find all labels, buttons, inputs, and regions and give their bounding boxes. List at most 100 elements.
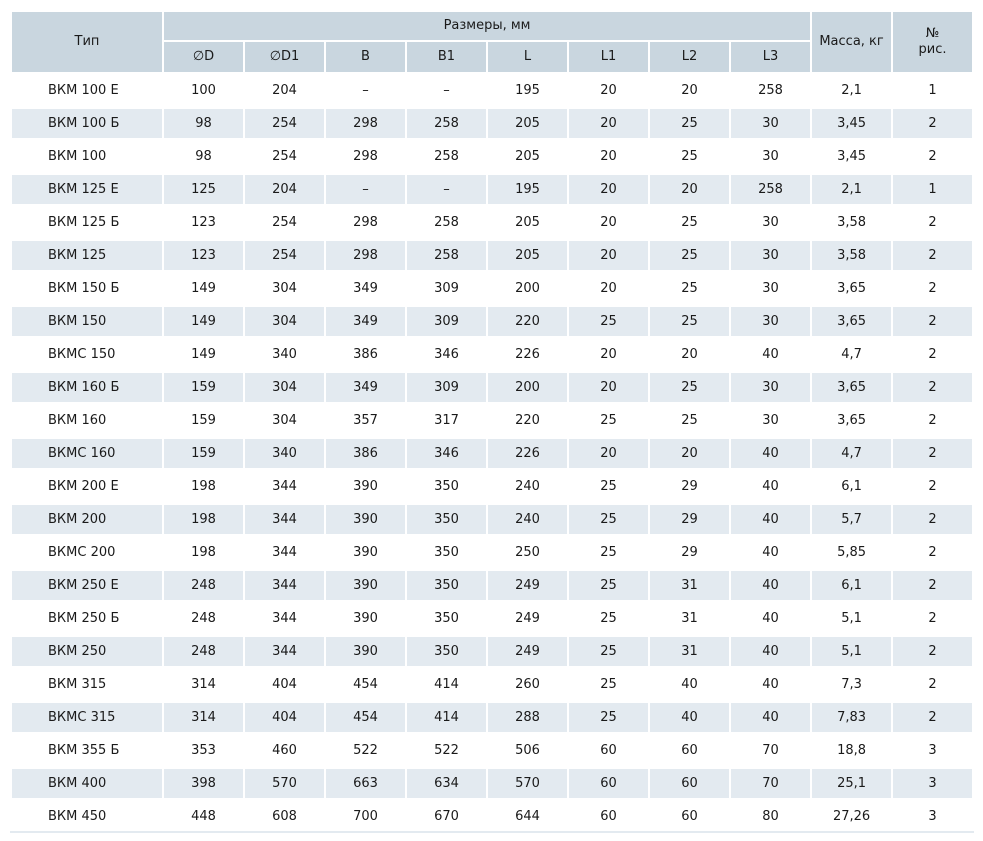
cell-l2: 40: [648, 666, 731, 701]
cell-b: –: [324, 171, 407, 206]
cell-d: 248: [162, 567, 245, 602]
cell-l3: 40: [728, 534, 813, 569]
cell-d: 98: [162, 138, 245, 173]
cell-l1: 20: [567, 138, 650, 173]
cell-l3: 40: [728, 501, 813, 536]
cell-d: 198: [162, 501, 245, 536]
cell-l: 240: [486, 501, 569, 536]
cell-b1: 522: [405, 732, 488, 767]
cell-b: 390: [324, 468, 407, 503]
cell-l: 240: [486, 468, 569, 503]
cell-type: ВКМ 450: [10, 798, 164, 833]
table-row: ВКМС 200 198 344 390 350 250 25 29 40 5,85 2: [10, 534, 975, 569]
cell-l2: 29: [648, 468, 731, 503]
cell-l3: 80: [728, 798, 813, 833]
header-type: Тип: [10, 10, 164, 75]
table-row: ВКМ 200 Е 198 344 390 350 240 25 29 40 6,1 2: [10, 468, 975, 503]
cell-l3: 40: [728, 600, 813, 635]
cell-l1: 20: [567, 237, 650, 272]
cell-b1: 350: [405, 567, 488, 602]
cell-d1: 304: [243, 303, 326, 338]
cell-l3: 70: [728, 765, 813, 800]
cell-d: 149: [162, 303, 245, 338]
cell-l1: 60: [567, 798, 650, 833]
table-row: ВКМ 450 448 608 700 670 644 60 60 80 27,26 3: [10, 798, 975, 833]
table-row: ВКМ 250 Е 248 344 390 350 249 25 31 40 6,1 2: [10, 567, 975, 602]
cell-d: 159: [162, 435, 245, 470]
cell-b: 700: [324, 798, 407, 833]
cell-mass: 6,1: [810, 468, 894, 503]
cell-l2: 20: [648, 435, 731, 470]
cell-mass: 3,45: [810, 138, 894, 173]
cell-figure: 2: [891, 666, 975, 701]
cell-l1: 20: [567, 435, 650, 470]
cell-l: 220: [486, 303, 569, 338]
table-row: ВКМ 150 149 304 349 309 220 25 25 30 3,65 2: [10, 303, 975, 338]
cell-d: 149: [162, 270, 245, 305]
cell-l3: 30: [728, 369, 813, 404]
cell-type: ВКМС 150: [10, 336, 164, 371]
cell-mass: 3,65: [810, 402, 894, 437]
cell-mass: 5,1: [810, 600, 894, 635]
cell-d1: 344: [243, 468, 326, 503]
cell-b1: 634: [405, 765, 488, 800]
cell-b1: 670: [405, 798, 488, 833]
table-row: ВКМ 400 398 570 663 634 570 60 60 70 25,1 3: [10, 765, 975, 800]
table-row: ВКМ 100 98 254 298 258 205 20 25 30 3,45 2: [10, 138, 975, 173]
cell-type: ВКМ 200 Е: [10, 468, 164, 503]
cell-d1: 570: [243, 765, 326, 800]
cell-l2: 20: [648, 72, 731, 107]
table-row: ВКМ 150 Б 149 304 349 309 200 20 25 30 3,65 2: [10, 270, 975, 305]
cell-mass: 3,65: [810, 303, 894, 338]
cell-l: 220: [486, 402, 569, 437]
cell-l2: 25: [648, 369, 731, 404]
cell-mass: 27,26: [810, 798, 894, 833]
cell-d: 123: [162, 237, 245, 272]
cell-type: ВКМ 250 Е: [10, 567, 164, 602]
cell-figure: 2: [891, 600, 975, 635]
cell-l3: 30: [728, 270, 813, 305]
cell-l3: 40: [728, 633, 813, 668]
cell-l: 249: [486, 633, 569, 668]
cell-d1: 344: [243, 501, 326, 536]
cell-b1: 350: [405, 534, 488, 569]
cell-b1: 346: [405, 336, 488, 371]
cell-d1: 344: [243, 567, 326, 602]
cell-b1: 309: [405, 270, 488, 305]
cell-l: 260: [486, 666, 569, 701]
cell-type: ВКМ 150 Б: [10, 270, 164, 305]
cell-l1: 20: [567, 204, 650, 239]
cell-figure: 2: [891, 699, 975, 734]
cell-b1: 309: [405, 303, 488, 338]
cell-b1: 258: [405, 105, 488, 140]
cell-b: –: [324, 72, 407, 107]
cell-b1: 309: [405, 369, 488, 404]
table-row: ВКМС 150 149 340 386 346 226 20 20 40 4,7 2: [10, 336, 975, 371]
cell-figure: 3: [891, 732, 975, 767]
cell-type: ВКМ 100: [10, 138, 164, 173]
cell-l2: 25: [648, 270, 731, 305]
cell-b1: 350: [405, 468, 488, 503]
cell-l: 195: [486, 171, 569, 206]
cell-l2: 29: [648, 501, 731, 536]
cell-figure: 2: [891, 204, 975, 239]
cell-mass: 25,1: [810, 765, 894, 800]
cell-b: 390: [324, 567, 407, 602]
header-col-d: ∅D: [162, 40, 245, 75]
table-row: ВКМС 160 159 340 386 346 226 20 20 40 4,7 2: [10, 435, 975, 470]
cell-figure: 1: [891, 72, 975, 107]
cell-l3: 30: [728, 237, 813, 272]
cell-d1: 304: [243, 402, 326, 437]
cell-l2: 25: [648, 303, 731, 338]
cell-b: 349: [324, 270, 407, 305]
cell-l1: 25: [567, 303, 650, 338]
cell-b: 386: [324, 336, 407, 371]
cell-b: 663: [324, 765, 407, 800]
cell-b: 298: [324, 105, 407, 140]
header-mass: Масса, кг: [810, 10, 894, 75]
cell-l: 506: [486, 732, 569, 767]
cell-d1: 254: [243, 237, 326, 272]
cell-type: ВКМ 250: [10, 633, 164, 668]
cell-mass: 3,58: [810, 237, 894, 272]
cell-l: 200: [486, 270, 569, 305]
